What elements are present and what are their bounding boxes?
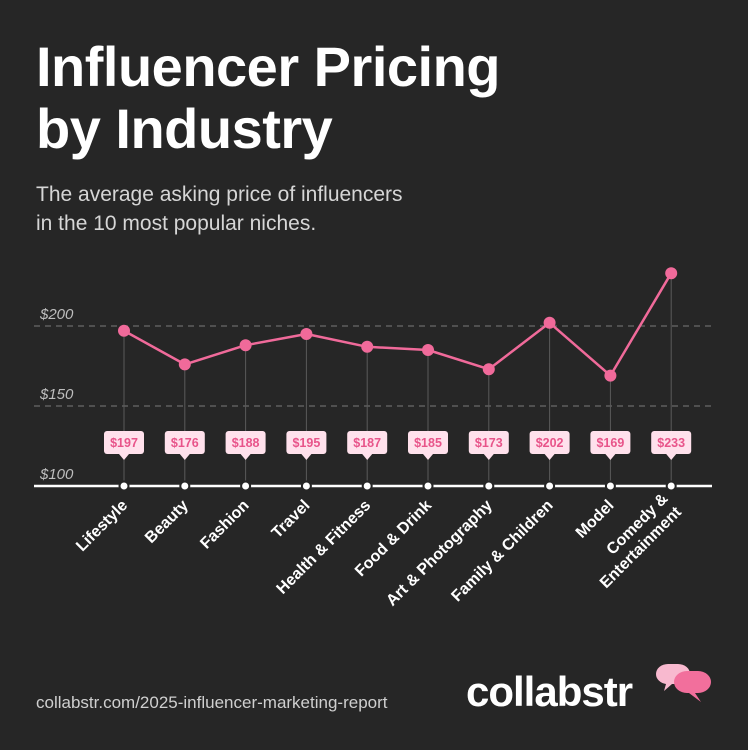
data-label-text: $202 [536,436,564,450]
data-point [604,369,617,382]
data-point [543,316,556,329]
page-title: Influencer Pricing by Industry [36,36,676,160]
x-tick-label: Beauty [142,497,192,547]
data-label-pointer [605,454,616,460]
data-label-box [104,431,144,454]
data-label-pointer [362,454,373,460]
x-tick-label-line: Family & Children [448,497,556,605]
data-label-text: $185 [414,436,442,450]
x-tick-label-line: Art & Photography [383,497,496,610]
data-label: $188 [225,431,266,460]
data-label: $173 [468,431,509,460]
data-point [118,324,130,337]
y-tick-label: $150 [39,386,74,403]
series-line [123,272,673,377]
axis-tick-dot [422,480,434,492]
x-tick-label: Art & Photography [383,497,496,610]
x-tick-label: Model [573,497,618,542]
subtitle-line-1: The average asking price of influencers [36,183,403,206]
data-label-pointer [301,454,312,460]
subtitle-line-2: in the 10 most popular niches. [36,212,317,235]
data-label-box [286,431,327,454]
title-line-1: Influencer Pricing [36,35,501,98]
data-label: $185 [408,431,448,460]
data-label: $202 [529,431,570,460]
axis-tick-dot [240,480,252,492]
data-point [239,339,252,352]
data-label-pointer [544,454,555,460]
data-label: $169 [590,431,631,460]
data-point [361,340,374,353]
speech-bubbles-icon [655,664,711,702]
data-label-box [529,431,570,454]
x-tick-label: Lifestyle [73,497,131,555]
x-tick-label: Travel [269,497,314,542]
data-point [422,344,434,356]
data-label-pointer [240,454,251,460]
data-label-text: $176 [171,436,199,450]
data-label-pointer [483,454,494,460]
y-tick-label: $100 [39,466,74,483]
x-tick-label-line: Lifestyle [73,497,131,555]
data-label-box [651,431,692,454]
axis-tick-dot [483,480,495,492]
data-label-box [225,431,266,454]
data-label-text: $195 [292,436,320,450]
page-subtitle: The average asking price of influencers … [36,180,516,238]
data-label-pointer [423,454,433,460]
axis-tick-dot [300,480,312,492]
data-label: $187 [347,431,388,460]
data-label-text: $169 [596,436,624,450]
axis-tick-dot [179,480,191,492]
line-chart: $100 $150 $200 $197 $176 $188 $195 $187 $185 $173… [34,267,712,610]
data-label-box [468,431,509,454]
x-tick-label-line: Model [573,497,618,542]
data-label-text: $197 [110,436,138,450]
data-point [178,358,191,371]
data-label: $176 [164,431,205,460]
data-label: $195 [286,431,327,460]
data-label: $233 [651,431,692,460]
data-label-text: $187 [353,436,381,450]
axis-tick-dot [665,480,677,492]
x-tick-label-line: Beauty [142,497,192,547]
data-point [300,328,313,340]
report-url: collabstr.com/2025-influencer-marketing-… [36,693,388,712]
x-tick-label: Family & Children [448,497,556,605]
data-label-pointer [666,454,677,460]
y-tick-label: $200 [39,306,74,323]
axis-tick-dot [604,480,616,492]
title-line-2: by Industry [36,97,333,160]
axis-tick-dot [544,480,556,492]
data-label-text: $173 [475,436,503,450]
data-label-text: $188 [232,436,260,450]
data-label-pointer [179,454,190,460]
data-label: $197 [104,431,144,460]
x-tick-label: Fashion [197,497,252,552]
x-tick-label-line: Fashion [197,497,252,552]
data-label-box [408,431,448,454]
brand-wordmark: collabstr [466,668,633,715]
x-tick-label-line: Travel [269,497,314,542]
data-point [665,267,678,280]
data-label-box [347,431,388,454]
data-label-text: $233 [657,436,685,450]
data-point [482,363,495,376]
data-label-box [164,431,205,454]
data-label-pointer [119,454,129,460]
axis-tick-dot [118,480,130,492]
data-label-box [590,431,631,454]
axis-tick-dot [361,480,373,492]
